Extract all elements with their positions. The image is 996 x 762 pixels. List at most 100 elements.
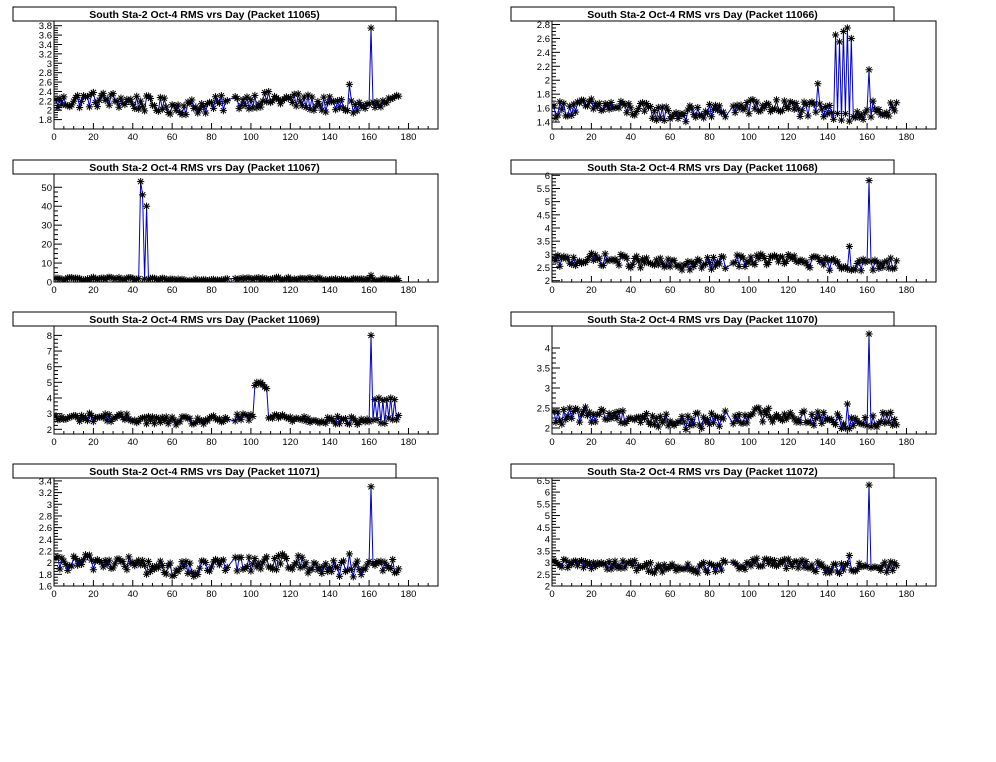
- data-point: [186, 414, 194, 422]
- marker-stroke: [560, 100, 567, 107]
- data-point: [837, 116, 846, 124]
- data-point: [105, 101, 113, 109]
- y-tick-label: 2: [545, 276, 550, 287]
- y-tick-label: 4.5: [537, 210, 550, 221]
- marker-stroke: [218, 92, 225, 99]
- data-point: [591, 418, 599, 426]
- x-tick-label: 20: [88, 285, 99, 296]
- data-point: [383, 99, 391, 107]
- data-point: [682, 118, 690, 126]
- x-tick-label: 0: [549, 285, 554, 296]
- marker-stroke: [338, 96, 345, 103]
- x-tick-label: 0: [549, 132, 554, 143]
- y-tick-label: 5: [545, 197, 550, 208]
- x-tick-label: 140: [322, 285, 338, 296]
- marker-stroke: [76, 104, 83, 111]
- marker-stroke: [751, 105, 758, 112]
- x-tick-label: 100: [741, 132, 757, 143]
- chart-title: South Sta-2 Oct-4 RMS vrs Day (Packet 11…: [587, 162, 818, 174]
- marker-stroke: [554, 112, 561, 118]
- data-point: [741, 104, 749, 112]
- data-point: [156, 93, 164, 102]
- marker-stroke: [196, 106, 203, 113]
- data-point: [560, 99, 568, 107]
- marker-stroke: [210, 105, 217, 112]
- data-point: [337, 96, 346, 104]
- marker-stroke: [799, 107, 806, 114]
- data-point: [133, 92, 141, 100]
- data-point: [865, 176, 873, 185]
- marker-stroke: [261, 89, 268, 96]
- y-tick-label: 2.4: [537, 48, 550, 59]
- data-point: [879, 263, 887, 271]
- marker-stroke: [854, 108, 861, 115]
- marker-stroke: [708, 113, 715, 120]
- data-point: [196, 105, 204, 113]
- data-point: [237, 416, 245, 424]
- marker-stroke: [240, 96, 246, 103]
- data-point: [223, 275, 231, 282]
- data-point: [345, 420, 353, 428]
- data-point: [780, 97, 788, 105]
- data-point: [583, 102, 592, 110]
- data-point: [869, 97, 877, 105]
- data-point: [831, 31, 840, 39]
- marker-stroke: [370, 99, 376, 106]
- data-point: [705, 258, 714, 267]
- data-point: [790, 252, 798, 260]
- data-point: [257, 103, 265, 111]
- marker-stroke: [661, 117, 668, 124]
- data-point: [83, 92, 92, 101]
- marker-stroke: [627, 104, 634, 111]
- data-point: [721, 113, 729, 121]
- data-point: [115, 103, 123, 111]
- x-tick-label: 0: [51, 437, 56, 448]
- y-tick-label: 10: [41, 259, 52, 270]
- x-tick-label: 100: [741, 285, 757, 296]
- marker-stroke: [663, 103, 670, 110]
- data-point: [166, 110, 174, 118]
- data-point: [863, 106, 871, 114]
- marker-stroke: [838, 117, 845, 124]
- marker-stroke: [94, 103, 101, 110]
- data-point: [637, 264, 645, 272]
- x-tick-label: 80: [704, 437, 715, 448]
- marker-stroke: [704, 110, 711, 117]
- x-tick-label: 100: [243, 437, 259, 448]
- data-point: [223, 97, 231, 105]
- plot-frame: [53, 173, 439, 283]
- y-tick-label: 2: [545, 424, 550, 435]
- x-tick-label: 140: [322, 437, 338, 448]
- marker-stroke: [785, 105, 792, 112]
- marker-stroke: [129, 101, 136, 108]
- x-tick-label: 120: [282, 285, 298, 296]
- marker-stroke: [742, 104, 748, 111]
- marker-stroke: [289, 99, 296, 106]
- x-tick-label: 20: [88, 437, 99, 448]
- marker-stroke: [720, 109, 727, 116]
- marker-stroke: [265, 88, 272, 95]
- data-point: [792, 99, 800, 108]
- y-tick-label: 6: [545, 171, 550, 182]
- data-point: [826, 266, 834, 274]
- data-point: [814, 80, 822, 88]
- marker-stroke: [810, 101, 817, 108]
- marker-stroke: [781, 97, 788, 104]
- marker-stroke: [54, 104, 61, 111]
- data-point: [828, 109, 836, 117]
- x-tick-label: 40: [127, 437, 138, 448]
- marker-stroke: [706, 101, 713, 108]
- marker-stroke: [592, 100, 599, 107]
- marker-stroke: [749, 96, 756, 103]
- marker-stroke: [244, 94, 250, 100]
- data-point: [85, 103, 94, 111]
- data-point: [575, 418, 584, 426]
- marker-stroke: [255, 101, 262, 108]
- data-point: [265, 87, 273, 96]
- marker-stroke: [647, 103, 654, 110]
- chart-panel: South Sta-2 Oct-4 RMS vrs Day (Packet 11…: [12, 311, 439, 448]
- data-point: [391, 395, 399, 404]
- data-point: [845, 242, 853, 251]
- data-point: [615, 104, 623, 112]
- data-point: [833, 109, 842, 118]
